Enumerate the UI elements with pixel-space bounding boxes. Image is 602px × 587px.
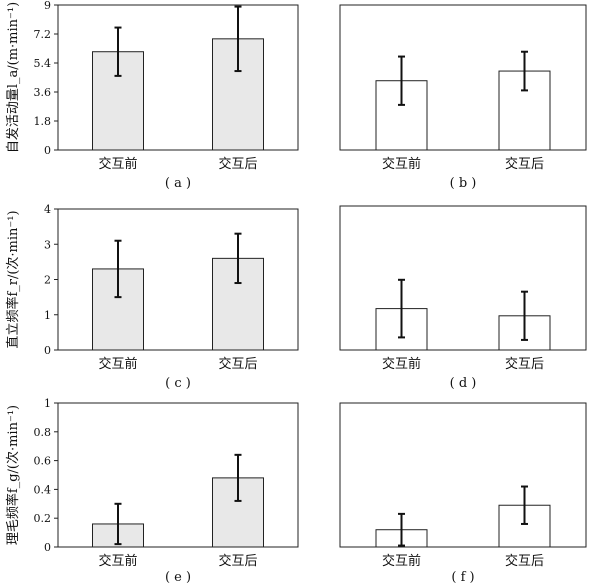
panel-e: 0 0.2 0.4 0.6 0.8 1 理毛频率f_g/(次·min⁻¹) 交互前 交互后 ( e… [5, 397, 299, 585]
y-tick-label: 7.2 [34, 28, 52, 41]
y-tick-label: 0 [44, 541, 51, 554]
y-tick-label: 0.4 [34, 483, 52, 496]
category-label: 交互前 [98, 553, 137, 569]
panel-frame [339, 205, 587, 351]
panel-c: 0 1 2 3 4 直立频率f_r/(次·min⁻¹) 交互前 交互后 ( c ) [5, 203, 299, 391]
panel-label: ( e ) [165, 570, 191, 585]
y-tick-label: 0.6 [34, 455, 52, 468]
y-tick-label: 0.8 [34, 426, 52, 439]
category-label: 交互前 [382, 156, 421, 172]
y-tick-label: 1 [44, 397, 51, 410]
panel-frame [339, 4, 587, 151]
category-label: 交互后 [505, 156, 544, 172]
category-label: 交互后 [218, 553, 257, 569]
panel-label: ( c ) [165, 376, 191, 391]
y-tick-label: 3 [44, 238, 51, 251]
panel-b: 交互前 交互后 ( b ) [339, 4, 587, 191]
y-axis-label: 直立频率f_r/(次·min⁻¹) [5, 210, 21, 348]
y-axis-label: 理毛频率f_g/(次·min⁻¹) [5, 405, 21, 545]
panel-label: ( d ) [450, 376, 477, 391]
panel-frame [57, 4, 299, 151]
panel-label: ( b ) [450, 176, 477, 191]
y-axis-label: 自发活动量l_a/(m·min⁻¹) [5, 2, 21, 153]
y-tick-label: 2 [44, 274, 51, 287]
y-tick-label: 1 [44, 309, 51, 322]
y-tick-label: 0.2 [34, 512, 52, 525]
category-label: 交互前 [98, 156, 137, 172]
category-label: 交互后 [218, 156, 257, 172]
y-tick-label: 5.4 [34, 57, 52, 70]
y-tick-label: 1.8 [34, 115, 52, 128]
y-tick-label: 0 [44, 344, 51, 357]
panel-d: 交互前 交互后 ( d ) [339, 205, 587, 391]
category-label: 交互前 [98, 356, 137, 372]
y-tick-label: 3.6 [34, 86, 52, 99]
panel-a: 0 1.8 3.6 5.4 7.2 9 自发活动量l_a/(m·min⁻¹) 交互前 交互后 ( … [5, 0, 299, 191]
y-tick-label: 9 [44, 0, 51, 12]
panel-frame [339, 402, 587, 548]
panel-f: 交互前 交互后 ( f ) [339, 402, 587, 585]
category-label: 交互前 [382, 356, 421, 372]
category-label: 交互前 [382, 553, 421, 569]
panel-label: ( a ) [165, 176, 191, 191]
category-label: 交互后 [505, 356, 544, 372]
panel-frame [57, 402, 299, 548]
y-tick-label: 0 [44, 144, 51, 157]
category-label: 交互后 [218, 356, 257, 372]
y-tick-label: 4 [44, 203, 51, 216]
category-label: 交互后 [505, 553, 544, 569]
panel-label: ( f ) [451, 570, 474, 585]
